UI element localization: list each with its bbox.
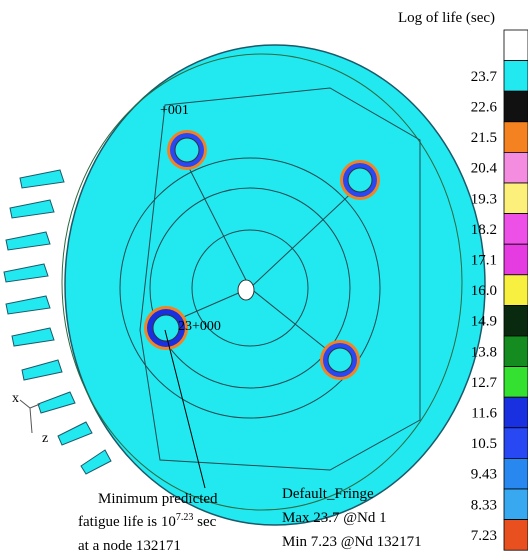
legend-swatch xyxy=(504,91,528,122)
legend-label: 19.3 xyxy=(471,191,497,207)
legend-label: 16.0 xyxy=(471,283,497,299)
legend-label: 18.2 xyxy=(471,222,497,238)
legend-label: 12.7 xyxy=(471,375,498,391)
legend-label: 22.6 xyxy=(471,100,498,116)
hub xyxy=(238,280,254,300)
legend-label: 23.7 xyxy=(471,69,498,85)
legend-swatch xyxy=(504,183,528,214)
callout-text: fatigue life is 107.23 sec xyxy=(78,512,217,530)
callout-text: fatigue life is 10 xyxy=(78,514,176,530)
legend-swatch xyxy=(504,489,528,520)
legend-swatch xyxy=(504,367,528,398)
triad-label: z xyxy=(42,431,48,446)
legend-swatch xyxy=(504,30,528,61)
legend-label: 10.5 xyxy=(471,436,497,452)
triad xyxy=(20,400,40,433)
superscript: 7.23 xyxy=(176,512,194,523)
legend-swatch xyxy=(504,61,528,92)
fringe-name: Default_Fringe xyxy=(282,486,374,502)
fringe-max: Max 23.7 @Nd 1 xyxy=(282,510,387,526)
legend-swatch xyxy=(504,397,528,428)
legend-label: 8.33 xyxy=(471,497,497,513)
legend-swatch xyxy=(504,428,528,459)
triad-label: x xyxy=(12,391,19,406)
fringe-min: Min 7.23 @Nd 132171 xyxy=(282,534,422,550)
legend-swatch xyxy=(504,214,528,245)
legend-title: Log of life (sec) xyxy=(398,10,495,26)
disk xyxy=(65,45,485,525)
legend-swatch xyxy=(504,244,528,275)
legend-label: 13.8 xyxy=(471,344,497,360)
legend-swatch xyxy=(504,275,528,306)
legend-swatch xyxy=(504,336,528,367)
legend-label: 9.43 xyxy=(471,467,497,483)
node-label: +001 xyxy=(160,103,189,118)
legend-label: 11.6 xyxy=(471,406,497,422)
legend-swatch xyxy=(504,305,528,336)
legend-label: 7.23 xyxy=(471,528,497,544)
screenshot: +001 23+000 x z Minimum predicted fatigu… xyxy=(0,0,528,555)
legend-swatch xyxy=(504,520,528,551)
callout-text: at a node 132171 xyxy=(78,538,181,554)
legend: 23.7 22.6 21.5 20.4 19.3 18.2 17.1 16.0 14.9 13.8… xyxy=(471,30,528,550)
legend-swatch xyxy=(504,458,528,489)
callout-text: Minimum predicted xyxy=(98,491,218,507)
legend-swatch xyxy=(504,122,528,153)
legend-label: 21.5 xyxy=(471,130,497,146)
legend-swatch xyxy=(504,152,528,183)
legend-label: 14.9 xyxy=(471,314,497,330)
node-label: 23+000 xyxy=(178,319,221,334)
figure: +001 23+000 x z Minimum predicted fatigu… xyxy=(0,0,528,555)
legend-label: 20.4 xyxy=(471,161,498,177)
legend-label: 17.1 xyxy=(471,253,497,269)
callout-text: sec xyxy=(193,514,216,530)
